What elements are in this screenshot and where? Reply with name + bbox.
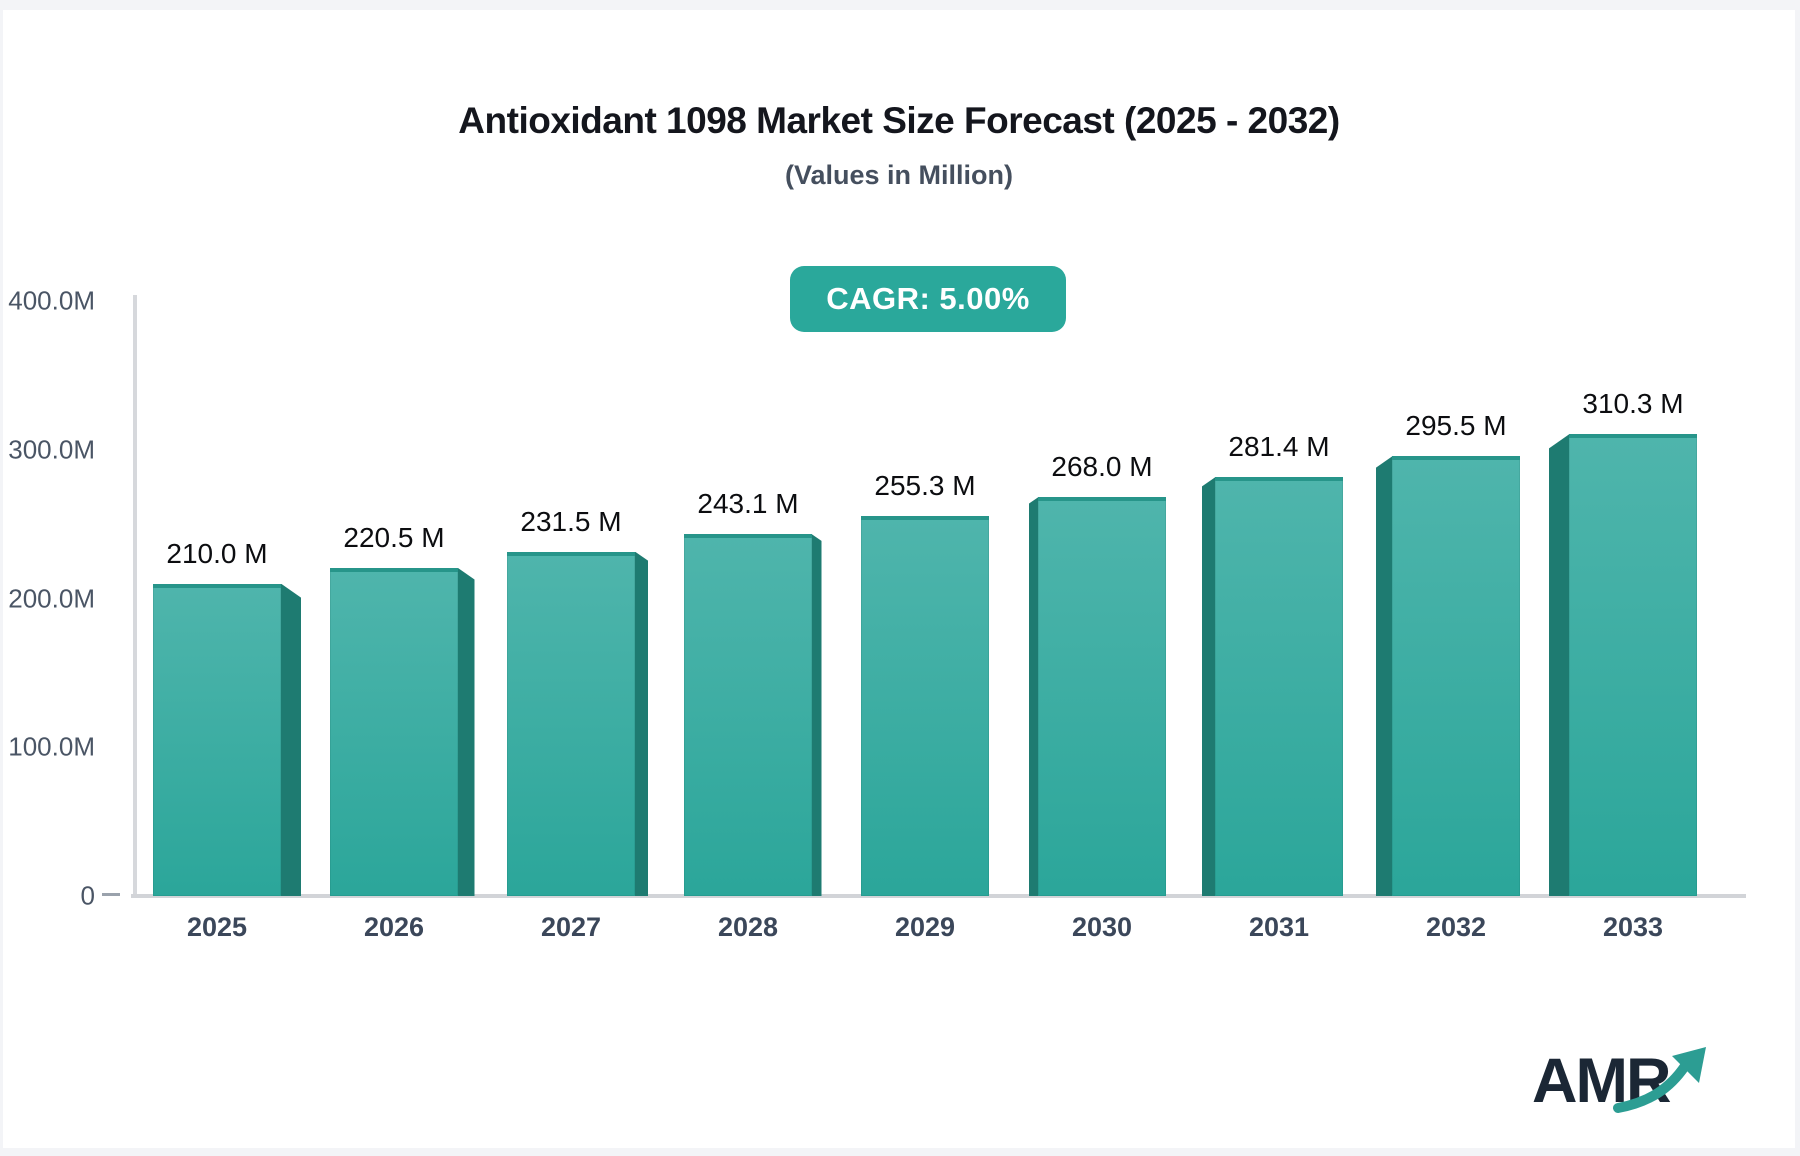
x-axis-line	[131, 894, 1746, 898]
bar	[1392, 456, 1520, 896]
bar	[507, 551, 635, 896]
cagr-badge-label: CAGR: 5.00%	[826, 281, 1030, 316]
bar-side-face	[1028, 497, 1038, 896]
logo-arrow-icon	[1613, 1061, 1690, 1113]
chart-card: Antioxidant 1098 Market Size Forecast (2…	[3, 10, 1795, 1148]
bar-top-edge	[1038, 497, 1166, 502]
y-tick-label: 300.0M	[8, 434, 95, 465]
y-tick-label: 200.0M	[8, 583, 95, 613]
bar-top-edge	[1569, 434, 1697, 439]
bar	[330, 568, 458, 896]
bar-top-edge	[861, 516, 989, 521]
y-tick-label: 400.0M	[8, 285, 95, 316]
bar-top-edge	[1392, 456, 1520, 461]
chart-subtitle: (Values in Million)	[784, 160, 1014, 190]
zero-tick-mark	[102, 893, 120, 896]
x-tick-label: 2033	[1602, 912, 1664, 942]
bar-value-label: 243.1 M	[697, 488, 799, 520]
bar-value-label: 220.5 M	[343, 522, 445, 553]
cagr-badge: CAGR: 5.00%	[790, 266, 1066, 332]
bar	[861, 516, 989, 896]
x-tick-label: 2028	[717, 912, 779, 942]
bar	[1569, 434, 1697, 896]
bar-side-face	[635, 551, 648, 896]
bar-side-face	[1549, 434, 1569, 896]
bar	[1215, 477, 1343, 896]
bar-side-face	[1202, 477, 1215, 896]
bar	[684, 534, 812, 896]
y-tick-label: 100.0M	[8, 731, 95, 762]
bar-value-label: 231.5 M	[520, 505, 622, 537]
bar	[153, 583, 281, 896]
bar-value-label: 268.0 M	[1051, 451, 1153, 483]
bar-top-edge	[684, 534, 812, 539]
bar-value-label: 210.0 M	[166, 537, 268, 569]
bar-top-edge	[330, 568, 458, 572]
bar-side-face	[1375, 456, 1392, 896]
bar-side-face	[812, 534, 822, 896]
bar-value-label: 310.3 M	[1582, 388, 1684, 420]
x-tick-label: 2031	[1248, 912, 1310, 942]
bar-top-edge	[153, 583, 281, 588]
x-tick-label: 2030	[1071, 912, 1133, 942]
x-tick-label: 2026	[363, 912, 425, 942]
bar-top-edge	[1215, 477, 1343, 482]
x-tick-label: 2029	[894, 912, 956, 942]
y-tick-label: 0	[80, 880, 95, 911]
chart-stage: Antioxidant 1098 Market Size Forecast (2…	[3, 10, 1795, 1148]
bar-value-label: 295.5 M	[1405, 410, 1507, 442]
bar-value-label: 255.3 M	[874, 470, 976, 502]
x-tick-label: 2032	[1425, 912, 1487, 942]
amr-logo-text: AMR	[1532, 1046, 1671, 1116]
y-axis-line	[133, 295, 137, 896]
bar-value-label: 281.4 M	[1228, 431, 1330, 463]
x-tick-label: 2025	[186, 912, 248, 942]
bar-side-face	[281, 583, 301, 896]
x-tick-label: 2027	[540, 912, 602, 942]
bar	[1038, 497, 1166, 896]
bar-side-face	[458, 568, 475, 896]
chart-title: Antioxidant 1098 Market Size Forecast (2…	[458, 100, 1340, 141]
bar-top-edge	[507, 551, 635, 556]
amr-logo: AMR	[1532, 1046, 1706, 1116]
